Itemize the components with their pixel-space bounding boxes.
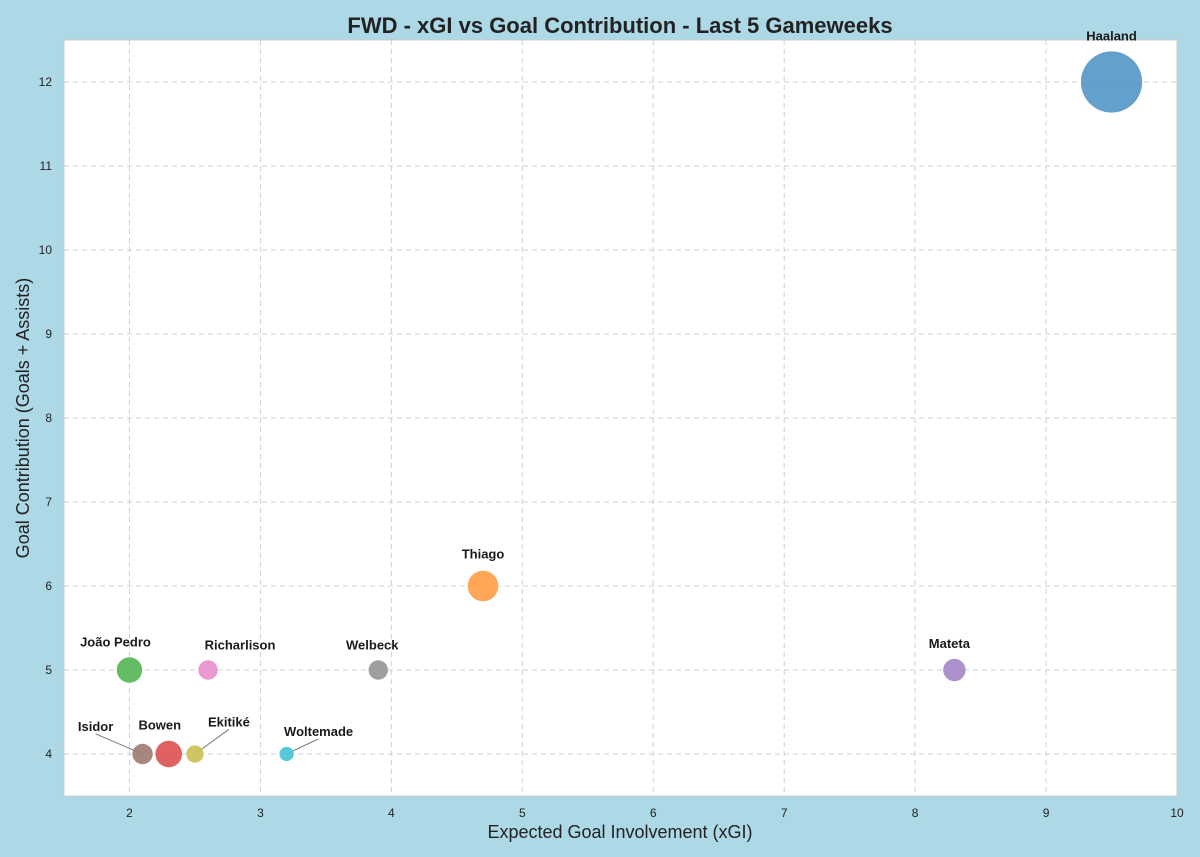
y-tick-label-6: 6 (45, 579, 52, 593)
label-ekitike: Ekitiké (208, 714, 250, 729)
point-bowen (155, 740, 183, 768)
y-tick-label-9: 9 (45, 327, 52, 341)
y-tick-label-5: 5 (45, 663, 52, 677)
x-axis-ticks: 2 3 4 5 6 7 8 9 10 (126, 806, 1184, 820)
x-axis-title: Expected Goal Involvement (xGI) (487, 822, 752, 842)
point-welbeck (368, 660, 388, 680)
point-joao-pedro (116, 657, 143, 683)
chart-title: FWD - xGI vs Goal Contribution - Last 5 … (347, 13, 892, 38)
label-joao-pedro: João Pedro (80, 634, 151, 649)
label-mateta: Mateta (929, 636, 971, 651)
point-haaland (1080, 51, 1143, 113)
label-woltemade: Woltemade (284, 724, 353, 739)
x-tick-label-6: 6 (650, 806, 657, 820)
x-tick-label-2: 2 (126, 806, 133, 820)
label-welbeck: Welbeck (346, 637, 399, 652)
label-haaland: Haaland (1086, 28, 1137, 43)
point-ekitike (186, 745, 204, 763)
y-tick-label-7: 7 (45, 495, 52, 509)
x-tick-label-5: 5 (519, 806, 526, 820)
y-tick-label-11: 11 (40, 159, 53, 173)
point-isidor (132, 743, 153, 765)
x-tick-label-3: 3 (257, 806, 264, 820)
y-axis-ticks: 4 5 6 7 8 9 10 11 12 (39, 75, 53, 761)
point-woltemade (279, 746, 294, 762)
label-thiago: Thiago (462, 547, 505, 562)
y-axis-title: Goal Contribution (Goals + Assists) (13, 278, 33, 559)
label-bowen: Bowen (138, 718, 181, 733)
x-tick-label-7: 7 (781, 806, 788, 820)
x-tick-label-8: 8 (912, 806, 919, 820)
label-isidor: Isidor (78, 719, 113, 734)
label-richarlison: Richarlison (205, 637, 276, 652)
x-tick-label-9: 9 (1043, 806, 1050, 820)
point-labels: Haaland Thiago João Pedro Richarlison Welbec… (78, 28, 1137, 738)
point-mateta (943, 658, 966, 682)
x-tick-label-10: 10 (1170, 806, 1184, 820)
y-tick-label-10: 10 (39, 243, 53, 257)
y-tick-label-12: 12 (39, 75, 53, 89)
data-points (116, 51, 1143, 768)
y-tick-label-4: 4 (45, 747, 52, 761)
point-richarlison (198, 660, 218, 680)
point-thiago (467, 570, 499, 602)
y-tick-label-8: 8 (45, 411, 52, 425)
x-tick-label-4: 4 (388, 806, 395, 820)
